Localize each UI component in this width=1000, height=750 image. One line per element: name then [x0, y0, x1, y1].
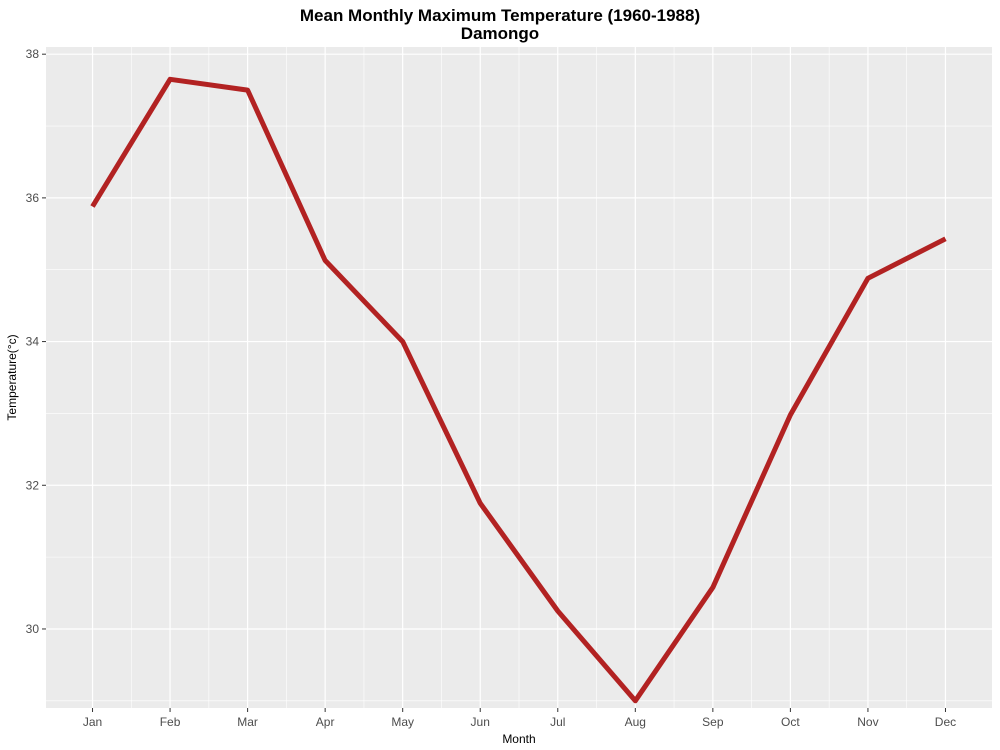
x-tick-label: Mar	[237, 715, 258, 729]
y-axis-ticks: 30 32 34 36 38	[26, 47, 46, 636]
y-tick-label: 38	[26, 47, 40, 61]
y-axis-title: Temperature(°c)	[5, 334, 19, 420]
x-tick-label: May	[391, 715, 414, 729]
minor-gridlines	[46, 47, 992, 708]
x-tick-label: Jun	[471, 715, 490, 729]
chart-title: Mean Monthly Maximum Temperature (1960-1…	[299, 6, 701, 25]
x-tick-label: Jan	[83, 715, 102, 729]
series-line	[90, 76, 947, 704]
y-tick-label: 30	[26, 622, 40, 636]
y-tick-label: 32	[26, 478, 40, 492]
x-tick-label: Nov	[857, 715, 878, 729]
x-axis-title: Month	[502, 732, 535, 746]
y-tick-label: 34	[26, 335, 40, 349]
y-tick-label: 36	[26, 191, 40, 205]
x-tick-label: Sep	[702, 715, 724, 729]
x-tick-label: Jul	[550, 715, 565, 729]
x-tick-label: Aug	[625, 715, 646, 729]
x-tick-label: Dec	[935, 715, 956, 729]
chart-subtitle: Damongo	[460, 24, 540, 43]
major-gridlines	[46, 47, 992, 708]
x-axis-ticks: Jan Feb Mar Apr May Jun Jul Aug Sep Oct Nov Dec	[83, 708, 956, 729]
x-tick-label: Oct	[781, 715, 800, 729]
x-tick-label: Feb	[160, 715, 181, 729]
x-tick-label: Apr	[316, 715, 335, 729]
series-group	[90, 76, 947, 704]
